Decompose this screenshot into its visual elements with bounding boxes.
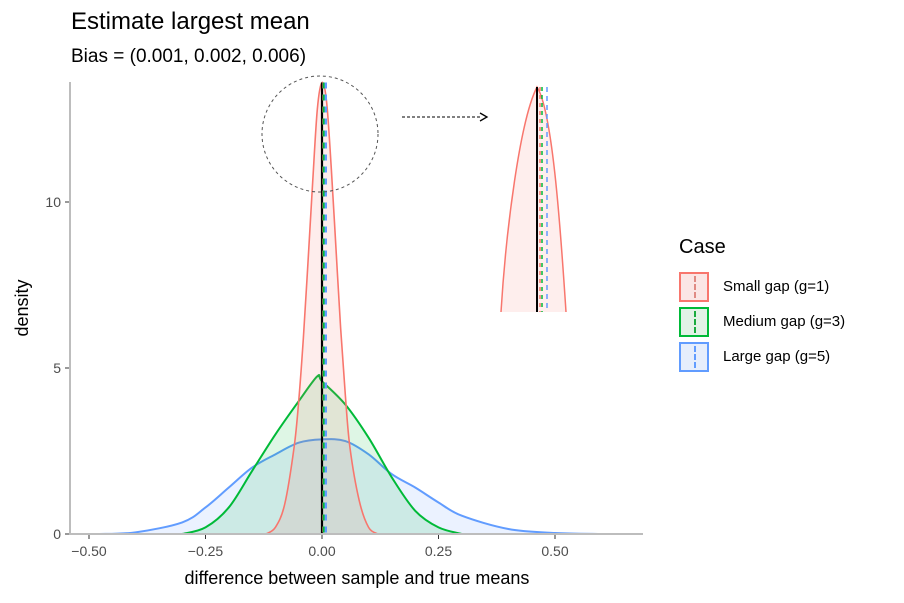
legend-item-large-gap: Large gap (g=5)	[679, 339, 845, 374]
x-tick-label: −0.25	[188, 543, 224, 559]
inset-fill	[501, 87, 566, 312]
x-tick-label: 0.50	[541, 543, 568, 559]
x-tick-label: 0.25	[425, 543, 452, 559]
legend-label: Large gap (g=5)	[723, 348, 831, 365]
mean-lines	[320, 82, 327, 535]
density-curve	[181, 374, 463, 535]
legend-title: Case	[679, 236, 726, 258]
legend-label: Small gap (g=1)	[723, 278, 830, 295]
legend: Case Small gap (g=1) Medium gap (g=3) La…	[679, 236, 845, 374]
y-ticks: 0 5 10	[45, 194, 69, 542]
zoom-inset	[500, 85, 567, 313]
density-curve	[98, 438, 602, 535]
y-tick-label: 10	[45, 194, 61, 210]
y-tick-label: 5	[53, 360, 61, 376]
density-curve	[265, 81, 379, 535]
legend-item-small-gap: Small gap (g=1)	[679, 269, 845, 304]
legend-key-medium-gap	[679, 306, 709, 337]
chart-title: Estimate largest mean	[71, 8, 310, 35]
density-fill	[98, 439, 602, 534]
x-axis-title: difference between sample and true means	[185, 568, 530, 588]
y-tick-label: 0	[53, 526, 61, 542]
chart-subtitle: Bias = (0.001, 0.002, 0.006)	[71, 46, 307, 67]
legend-label: Medium gap (g=3)	[723, 313, 846, 330]
zoom-circle	[261, 75, 379, 193]
legend-key-large-gap	[679, 341, 709, 372]
y-axis-title: density	[12, 279, 32, 336]
x-ticks: −0.50 −0.25 0.00 0.25 0.50	[71, 535, 569, 559]
x-tick-label: 0.00	[308, 543, 335, 559]
x-tick-label: −0.50	[71, 543, 107, 559]
legend-item-medium-gap: Medium gap (g=3)	[679, 304, 845, 339]
legend-key-small-gap	[679, 271, 709, 302]
arrow-head-icon	[479, 112, 489, 122]
